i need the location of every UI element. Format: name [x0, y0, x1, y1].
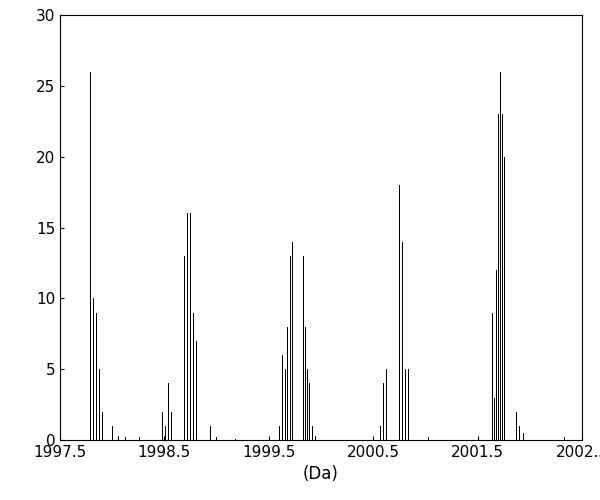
Bar: [502, 114, 503, 440]
Bar: [564, 437, 565, 440]
Bar: [287, 326, 288, 440]
Bar: [196, 341, 197, 440]
Bar: [184, 256, 185, 440]
Bar: [292, 242, 293, 440]
Bar: [496, 270, 497, 440]
Bar: [193, 312, 194, 440]
Bar: [90, 72, 91, 440]
Bar: [168, 384, 169, 440]
Bar: [118, 436, 119, 440]
Bar: [165, 426, 166, 440]
Bar: [96, 312, 97, 440]
Bar: [282, 355, 283, 440]
Bar: [396, 156, 397, 440]
Bar: [519, 426, 520, 440]
Bar: [210, 426, 211, 440]
Bar: [380, 426, 381, 440]
Bar: [498, 114, 499, 440]
Bar: [309, 384, 310, 440]
Bar: [506, 256, 507, 440]
Bar: [187, 214, 188, 440]
Bar: [93, 298, 94, 440]
Bar: [285, 369, 286, 440]
Bar: [393, 369, 394, 440]
Bar: [112, 426, 113, 440]
X-axis label: (Da): (Da): [303, 466, 339, 483]
Bar: [296, 171, 298, 440]
Bar: [383, 384, 384, 440]
Bar: [125, 437, 126, 440]
Bar: [513, 398, 514, 440]
Bar: [139, 437, 140, 440]
Bar: [87, 100, 88, 440]
Bar: [307, 369, 308, 440]
Bar: [399, 185, 400, 440]
Bar: [386, 369, 387, 440]
Bar: [156, 436, 157, 440]
Bar: [162, 412, 163, 440]
Bar: [80, 412, 81, 440]
Bar: [303, 256, 304, 440]
Bar: [405, 369, 406, 440]
Bar: [235, 438, 236, 440]
Bar: [216, 437, 217, 440]
Bar: [523, 433, 524, 440]
Bar: [279, 426, 280, 440]
Bar: [389, 185, 390, 440]
Bar: [190, 214, 191, 440]
Bar: [516, 412, 517, 440]
Bar: [428, 437, 429, 440]
Bar: [500, 72, 501, 440]
Bar: [83, 270, 85, 440]
Bar: [492, 312, 493, 440]
Bar: [290, 256, 291, 440]
Bar: [402, 242, 403, 440]
